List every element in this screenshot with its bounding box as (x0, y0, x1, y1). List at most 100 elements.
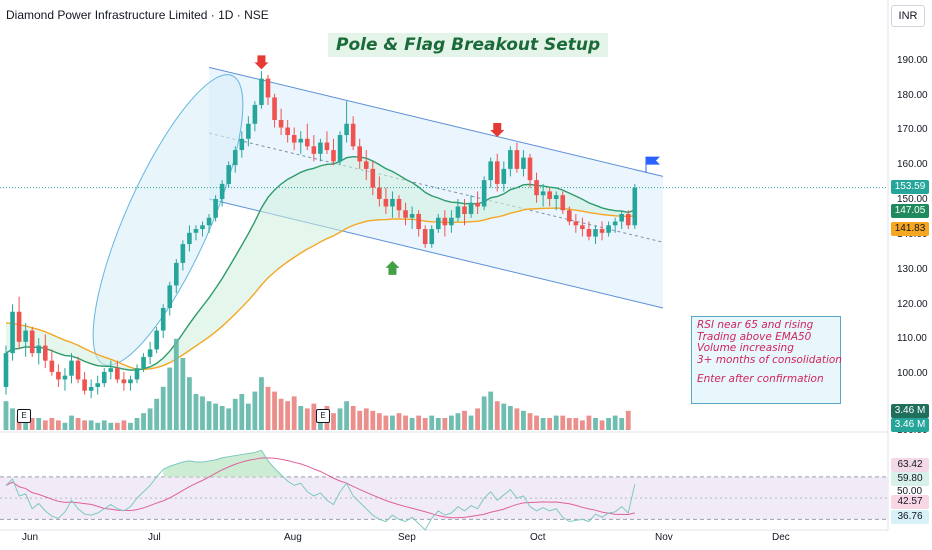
volume-bar (154, 398, 160, 430)
volume-bar (514, 408, 520, 430)
candle-body (514, 150, 520, 169)
volume-bar (468, 415, 474, 430)
candle-body (318, 142, 323, 154)
candle-body (226, 165, 231, 184)
note-line: RSI near 65 and rising (697, 319, 814, 331)
candle-body (29, 330, 35, 354)
volume-bar (10, 408, 15, 430)
volume-bar (252, 391, 258, 430)
earnings-marker[interactable]: E (17, 409, 31, 423)
volume-bar (455, 413, 461, 430)
volume-bar (390, 415, 395, 430)
volume-bar (259, 377, 264, 430)
x-tick: Oct (530, 532, 546, 543)
candle-body (69, 360, 74, 376)
candle-body (573, 221, 579, 226)
candle-body (43, 345, 48, 361)
volume-bar (593, 418, 598, 430)
candle-body (357, 146, 362, 162)
candle-body (475, 202, 480, 207)
volume-bar (553, 415, 559, 430)
candle-body (494, 161, 500, 184)
candle-body (265, 78, 271, 98)
price-tick: 130.00 (897, 264, 928, 275)
volume-bar (219, 406, 225, 430)
pole-ellipse (92, 74, 244, 366)
candle-body (383, 198, 389, 207)
volume-bar (383, 415, 389, 430)
rsi-badge: 59.80 (891, 472, 929, 486)
volume-bar (278, 398, 284, 430)
rsi-ma-high-badge: 63.42 (891, 458, 929, 472)
candle-body (337, 135, 343, 162)
candle-body (128, 379, 133, 384)
candle-body (390, 198, 395, 207)
candle-body (101, 371, 107, 384)
candle-body (468, 202, 474, 214)
candle-body (278, 120, 284, 128)
candle-body (567, 210, 572, 222)
resistance-down-arrow (490, 123, 505, 138)
candle-body (403, 210, 408, 218)
volume-bar (376, 413, 382, 430)
note-line: Trading above EMA50 (697, 330, 812, 343)
candle-body (285, 127, 290, 136)
candle-body (619, 214, 624, 222)
volume-bar (75, 418, 81, 430)
candle-body (540, 191, 546, 196)
volume-bar (226, 408, 232, 430)
candle-body (547, 191, 552, 199)
candle-body (115, 368, 120, 380)
volume-badge: 3.46 M (891, 404, 929, 418)
candle-body (599, 229, 605, 233)
volume-bar (82, 420, 87, 430)
candle-body (521, 157, 526, 169)
candle-body (580, 225, 585, 230)
candle-body (298, 138, 304, 143)
candle-body (36, 345, 42, 354)
currency-button[interactable]: INR (891, 5, 925, 27)
volume-bar (442, 418, 448, 430)
volume-bar (547, 418, 553, 430)
note-line: 3+ months of consolidation (697, 353, 842, 366)
earnings-marker[interactable]: E (316, 409, 330, 423)
volume-bar (29, 418, 35, 430)
volume-bar (488, 391, 494, 430)
candle-body (180, 244, 186, 263)
candle-body (23, 330, 28, 342)
volume-bar (370, 410, 376, 430)
volume-bar (108, 422, 114, 430)
volume-bar (36, 418, 42, 430)
volume-bar (134, 418, 140, 430)
candle-body (612, 221, 618, 226)
candle-body (291, 135, 297, 143)
candle-body (311, 146, 317, 154)
channel-fill (209, 67, 664, 308)
volume-bar (200, 396, 205, 430)
candle-body (174, 262, 179, 286)
candle-body (3, 353, 9, 387)
volume-bar (449, 415, 454, 430)
volume-bar (62, 422, 68, 430)
candle-body (416, 214, 421, 230)
volume-bar (403, 415, 408, 430)
candle-body (259, 78, 264, 105)
rsi-band (0, 476, 888, 520)
volume-bar (245, 403, 251, 430)
volume-bar (56, 420, 61, 430)
candle-body (363, 161, 369, 169)
candle-body (121, 379, 127, 384)
volume-bar (527, 413, 533, 430)
candle-body (134, 368, 140, 380)
candle-body (625, 214, 631, 226)
candle-body (442, 217, 448, 226)
candle-body (16, 311, 22, 342)
volume-bar (612, 415, 618, 430)
volume-bar (599, 420, 605, 430)
candle-body (553, 195, 559, 199)
candle-body (75, 360, 81, 380)
x-tick: Jul (148, 532, 161, 543)
candle-body (593, 229, 598, 237)
candle-body (606, 225, 611, 233)
candle-body (154, 330, 159, 350)
